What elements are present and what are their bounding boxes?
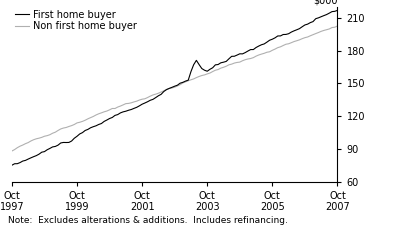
Non first home buyer [148, 95, 152, 98]
Non first home buyer [42, 135, 47, 138]
Non first home buyer [10, 150, 14, 152]
Line: First home buyer: First home buyer [12, 10, 337, 165]
First home buyer [313, 17, 318, 20]
First home buyer [213, 64, 218, 66]
Text: Note:  Excludes alterations & additions.  Includes refinancing.: Note: Excludes alterations & additions. … [8, 216, 288, 225]
Legend: First home buyer, Non first home buyer: First home buyer, Non first home buyer [14, 9, 138, 32]
Non first home buyer [213, 69, 218, 72]
First home buyer [10, 164, 14, 167]
First home buyer [229, 55, 234, 58]
Non first home buyer [85, 117, 90, 120]
First home buyer [335, 9, 340, 12]
First home buyer [148, 99, 152, 102]
Non first home buyer [229, 63, 234, 66]
Text: $000: $000 [313, 0, 337, 5]
Non first home buyer [313, 32, 318, 35]
Line: Non first home buyer: Non first home buyer [12, 26, 337, 151]
First home buyer [85, 128, 90, 131]
Non first home buyer [335, 25, 340, 27]
First home buyer [42, 150, 47, 153]
